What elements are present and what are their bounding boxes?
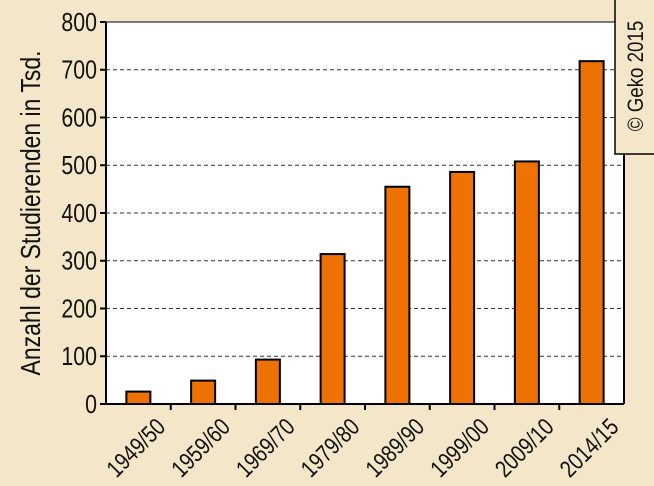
- y-axis-label: Anzahl der Studierenden in Tsd.: [16, 51, 47, 376]
- bar: [384, 185, 411, 405]
- y-tick-label: 800: [61, 8, 97, 38]
- copyright-label: © Geko 2015: [625, 21, 649, 131]
- copyright-box: © Geko 2015: [614, 0, 654, 155]
- bar: [319, 253, 346, 405]
- y-tick-label: 600: [61, 104, 97, 134]
- bar: [578, 60, 605, 405]
- bar: [513, 160, 540, 405]
- y-tick-label: 300: [61, 247, 97, 277]
- bar: [125, 390, 152, 405]
- y-tick-labels: 0 100 200 300 400 500 600 700 800: [61, 8, 97, 420]
- bar: [254, 358, 281, 405]
- y-tick-label: 0: [85, 390, 97, 420]
- bar: [190, 379, 217, 406]
- y-tick-label: 400: [61, 199, 97, 229]
- copyright-box-frame: [614, 0, 654, 155]
- y-tick-label: 500: [61, 151, 97, 181]
- y-tick-label: 700: [61, 56, 97, 86]
- y-tick-label: 100: [61, 342, 97, 372]
- bar: [449, 170, 476, 405]
- y-tick-label: 200: [61, 295, 97, 325]
